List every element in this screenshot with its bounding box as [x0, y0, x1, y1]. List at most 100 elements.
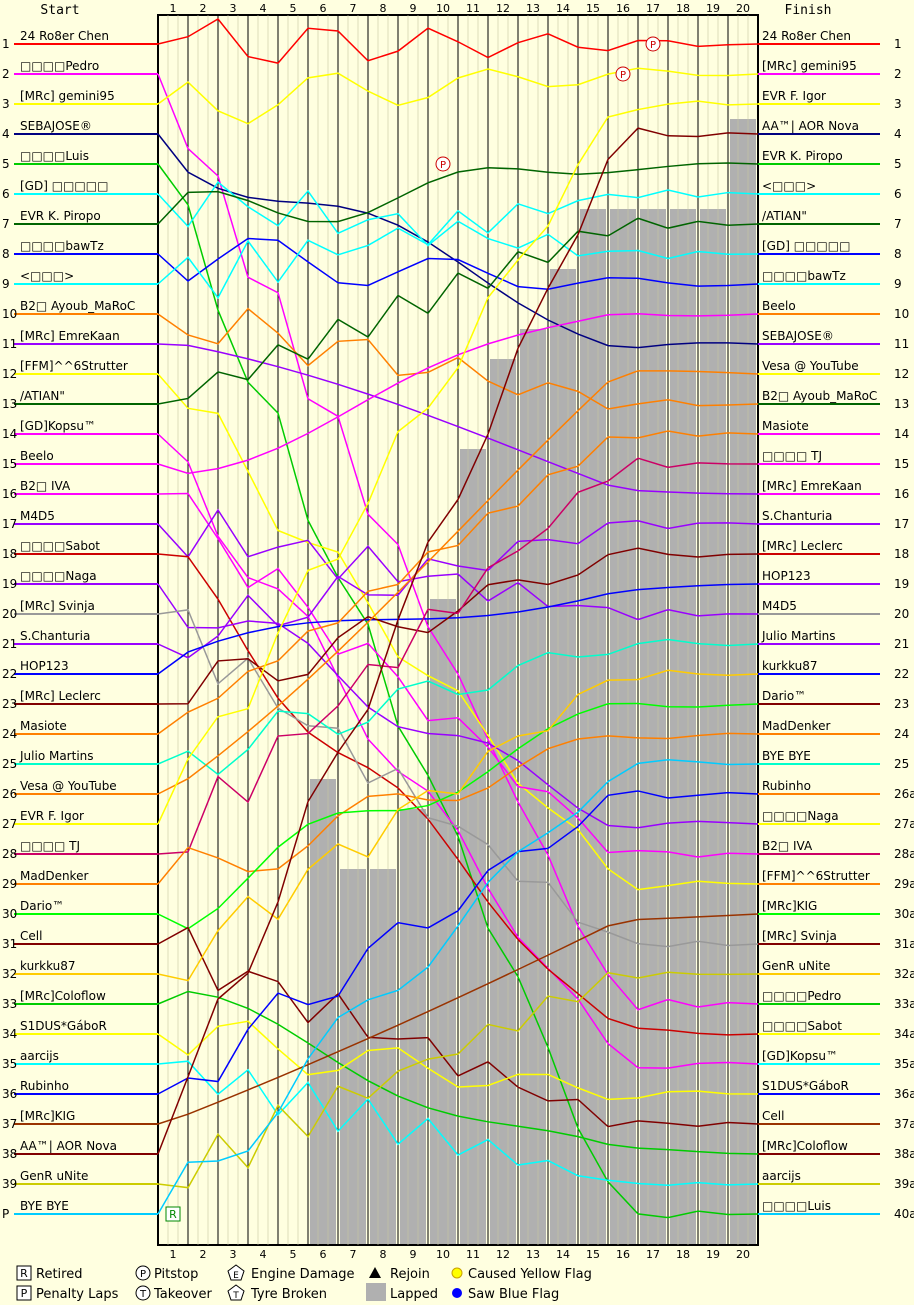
- legend-blue-label: Saw Blue Flag: [468, 1287, 559, 1302]
- finish-position: 31a: [894, 937, 914, 951]
- driver-line-17: [157, 508, 759, 621]
- start-driver-name: HOP123: [20, 659, 69, 673]
- finish-driver-name: /ATIAN": [762, 209, 807, 223]
- event-markers: P P R P: [165, 36, 661, 1222]
- retired-marker: [165, 1206, 181, 1222]
- finish-position: 29a: [894, 877, 914, 891]
- driver-line-15: [157, 313, 759, 475]
- finish-position: 32a: [894, 967, 914, 981]
- finish-position: 26a: [894, 787, 914, 801]
- legend-tyre-label: Tyre Broken: [250, 1287, 327, 1302]
- lap-label-top: 13: [526, 2, 540, 15]
- legend: R Retired P Penalty Laps P Pitstop T Tak…: [16, 1264, 592, 1302]
- finish-position: 24: [894, 727, 909, 741]
- lap-label-top: 19: [706, 2, 720, 15]
- start-position: 8: [2, 247, 10, 261]
- finish-driver-name: □□□□Naga: [762, 809, 839, 823]
- finish-driver-name: [MRc] gemini95: [762, 59, 857, 73]
- lap-label-bottom: 4: [260, 1248, 267, 1261]
- start-driver-name: B2□ Ayoub_MaRoC: [20, 299, 135, 313]
- finish-driver-name: AA™| AOR Nova: [762, 119, 859, 133]
- finish-driver-name: aarcijs: [762, 1169, 801, 1183]
- finish-position: 35a: [894, 1057, 914, 1071]
- driver-line-40: [157, 759, 759, 1215]
- finish-driver-name: <□□□>: [762, 179, 816, 193]
- start-position: 27: [2, 817, 17, 831]
- finish-driver-name: Cell: [762, 1109, 784, 1123]
- start-driver-name: B2□ IVA: [20, 479, 71, 493]
- start-position: 30: [2, 907, 17, 921]
- start-driver-name: [FFM]^^6Strutter: [20, 359, 128, 373]
- finish-position: 28a: [894, 847, 914, 861]
- start-driver-name: Rubinho: [20, 1079, 69, 1093]
- start-driver-name: S.Chanturia: [20, 629, 90, 643]
- driver-line-13: [157, 217, 759, 405]
- finish-driver-name: □□□□bawTz: [762, 269, 846, 283]
- start-position: 36: [2, 1087, 17, 1101]
- start-driver-name: BYE BYE: [20, 1199, 69, 1213]
- start-position: 10: [2, 307, 17, 321]
- lapped-bar-8: [370, 869, 396, 1245]
- lapped-bar-14: [550, 269, 576, 1245]
- lap-label-top: 9: [410, 2, 417, 15]
- start-driver-name: □□□□Luis: [20, 149, 89, 163]
- lapped-bar-11: [460, 449, 486, 1245]
- start-driver-name: [MRc] Leclerc: [20, 689, 101, 703]
- finish-position: 19: [894, 577, 909, 591]
- legend-retired: R Retired: [16, 1265, 82, 1282]
- pitstop-marker: [645, 36, 661, 52]
- legend-yellow-label: Caused Yellow Flag: [468, 1267, 592, 1282]
- lap-label-bottom: 2: [200, 1248, 207, 1261]
- driver-line-27: [157, 100, 759, 825]
- start-driver-name: Cell: [20, 929, 42, 943]
- finish-header: Finish: [785, 3, 832, 18]
- finish-driver-name: [MRc] Svinja: [762, 929, 837, 943]
- finish-position: 16: [894, 487, 909, 501]
- finish-driver-name: Dario™: [762, 689, 806, 703]
- retired-marker-text: R: [169, 1208, 177, 1221]
- finish-driver-name: □□□□Sabot: [762, 1019, 842, 1033]
- lap-label-top: 14: [556, 2, 570, 15]
- finish-position: 8: [894, 247, 902, 261]
- start-driver-name: Vesa @ YouTube: [20, 779, 117, 793]
- lapped-bar-16: [610, 209, 636, 1245]
- finish-position: 25: [894, 757, 909, 771]
- start-position: 34: [2, 1027, 17, 1041]
- driver-line-5: [157, 163, 759, 1219]
- lap-label-top: 3: [230, 2, 237, 15]
- lap-label-top: 6: [320, 2, 327, 15]
- finish-position: 3: [894, 97, 902, 111]
- lap-label-top: 17: [646, 2, 660, 15]
- driver-line-34: [157, 1020, 759, 1101]
- legend-lapped-label: Lapped: [390, 1287, 438, 1302]
- lapped-bar-12: [490, 359, 516, 1245]
- finish-driver-name: GenR uNite: [762, 959, 830, 973]
- start-driver-name: [MRc]KIG: [20, 1109, 75, 1123]
- start-position: 28: [2, 847, 17, 861]
- start-position: 26: [2, 787, 17, 801]
- svg-text:R: R: [20, 1267, 28, 1280]
- driver-line-33: [157, 990, 759, 1155]
- start-position: 32: [2, 967, 17, 981]
- driver-line-6: [157, 181, 759, 260]
- finish-position: 39a: [894, 1177, 914, 1191]
- finish-position: 21: [894, 637, 909, 651]
- svg-text:E: E: [233, 1271, 239, 1281]
- finish-driver-name: Beelo: [762, 299, 796, 313]
- driver-line-29: [157, 732, 759, 885]
- lap-label-bottom: 16: [616, 1248, 630, 1261]
- lap-label-top: 18: [676, 2, 690, 15]
- driver-line-37: [157, 913, 759, 1125]
- finish-position: 9: [894, 277, 902, 291]
- finish-driver-name: kurkku87: [762, 659, 818, 673]
- finish-position: 37a: [894, 1117, 914, 1131]
- finish-driver-name: [MRc]Coloflow: [762, 1139, 848, 1153]
- lap-label-bottom: 1: [170, 1248, 177, 1261]
- start-position: 7: [2, 217, 10, 231]
- pitstop-marker-text: P: [620, 70, 626, 81]
- start-position: 4: [2, 127, 10, 141]
- lap-label-top: 10: [436, 2, 450, 15]
- start-driver-name: Masiote: [20, 719, 67, 733]
- finish-position: 6: [894, 187, 902, 201]
- start-position: 33: [2, 997, 17, 1011]
